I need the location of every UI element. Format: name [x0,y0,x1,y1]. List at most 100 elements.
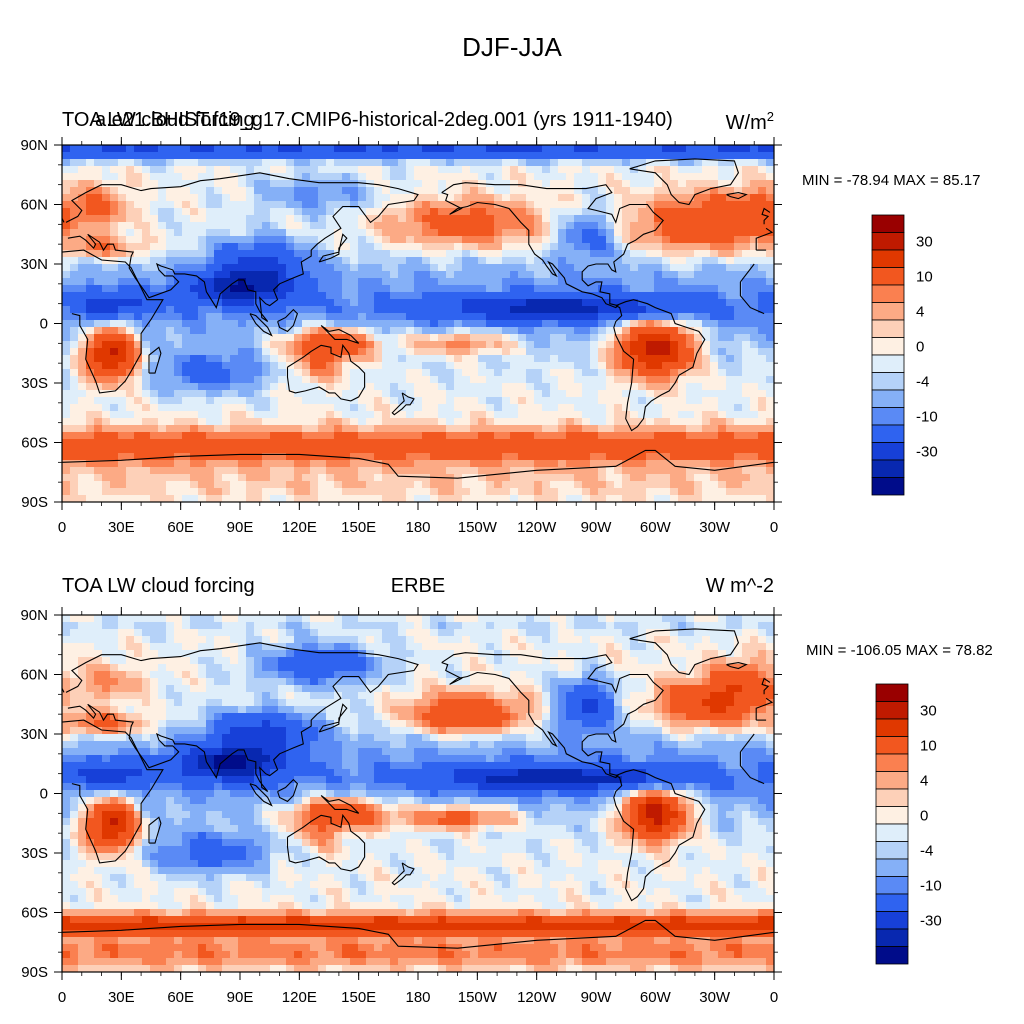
field-cell [406,418,415,426]
field-cell [270,334,279,342]
field-cell [734,306,743,314]
field-cell [518,166,527,174]
field-cell [550,341,559,349]
field-cell [142,271,151,279]
field-cell [398,362,407,370]
field-cell [630,320,639,328]
field-cell [574,180,583,188]
field-cell [286,348,295,356]
field-cell [326,152,335,160]
field-cell [206,145,215,153]
field-cell [630,615,639,623]
field-cell [694,271,703,279]
field-cell [726,222,735,230]
field-cell [438,306,447,314]
field-cell [414,495,423,502]
field-cell [326,278,335,286]
field-cell [566,622,575,630]
field-cell [254,334,263,342]
field-cell [462,194,471,202]
field-cell [710,194,719,202]
field-cell [678,257,687,265]
field-cell [150,236,159,244]
field-cell [574,187,583,195]
field-cell [606,257,615,265]
field-cell [486,243,495,251]
field-cell [462,215,471,223]
colorbar-swatch [871,407,905,426]
field-cell [534,187,543,195]
field-cell [446,348,455,356]
coastline [65,172,419,322]
field-cell [310,334,319,342]
field-cell [582,439,591,447]
field-cell [766,215,774,223]
field-cell [302,334,311,342]
field-cell [502,481,511,489]
field-cell [534,257,543,265]
field-cell [446,390,455,398]
field-cell [718,243,727,251]
field-cell [414,264,423,272]
field-cell [118,278,127,286]
field-cell [630,152,639,160]
field-cell [390,453,399,461]
field-cell [422,495,431,502]
field-cell [662,264,671,272]
field-cell [462,152,471,160]
field-cell [694,180,703,188]
field-cell [342,201,351,209]
field-cell [414,418,423,426]
field-cell [134,299,143,307]
field-cell [766,152,774,160]
field-cell [566,376,575,384]
field-cell [358,264,367,272]
field-cell [694,495,703,502]
field-cell [678,306,687,314]
field-cell [606,348,615,356]
field-cell [414,376,423,384]
field-cell [694,390,703,398]
field-cell [542,383,551,391]
field-cell [198,313,207,321]
field-cell [590,145,599,153]
field-cell [606,145,615,153]
field-cell [502,264,511,272]
field-cell [622,264,631,272]
field-cell [318,271,327,279]
field-cell [270,327,279,335]
field-cell [702,355,711,363]
field-cell [182,369,191,377]
field-cell [726,418,735,426]
field-cell [446,271,455,279]
field-cell [422,250,431,258]
field-cell [270,622,279,630]
field-cell [358,180,367,188]
field-cell [350,629,359,637]
field-cell [302,622,311,630]
field-cell [142,145,151,153]
field-cell [390,180,399,188]
field-cell [382,145,391,153]
field-cell [502,243,511,251]
field-cell [430,299,439,307]
field-cell [542,229,551,237]
field-cell [526,383,535,391]
field-cell [142,362,151,370]
field-cell [86,236,95,244]
field-cell [734,369,743,377]
field-cell [526,615,535,623]
field-cell [94,341,103,349]
field-cell [222,327,231,335]
field-cell [198,145,207,153]
field-cell [478,390,487,398]
field-cell [702,467,711,475]
field-cell [102,194,111,202]
field-cell [222,334,231,342]
field-cell [398,271,407,279]
field-cell [310,453,319,461]
field-cell [574,341,583,349]
field-cell [734,348,743,356]
field-cell [262,306,271,314]
field-cell [614,201,623,209]
